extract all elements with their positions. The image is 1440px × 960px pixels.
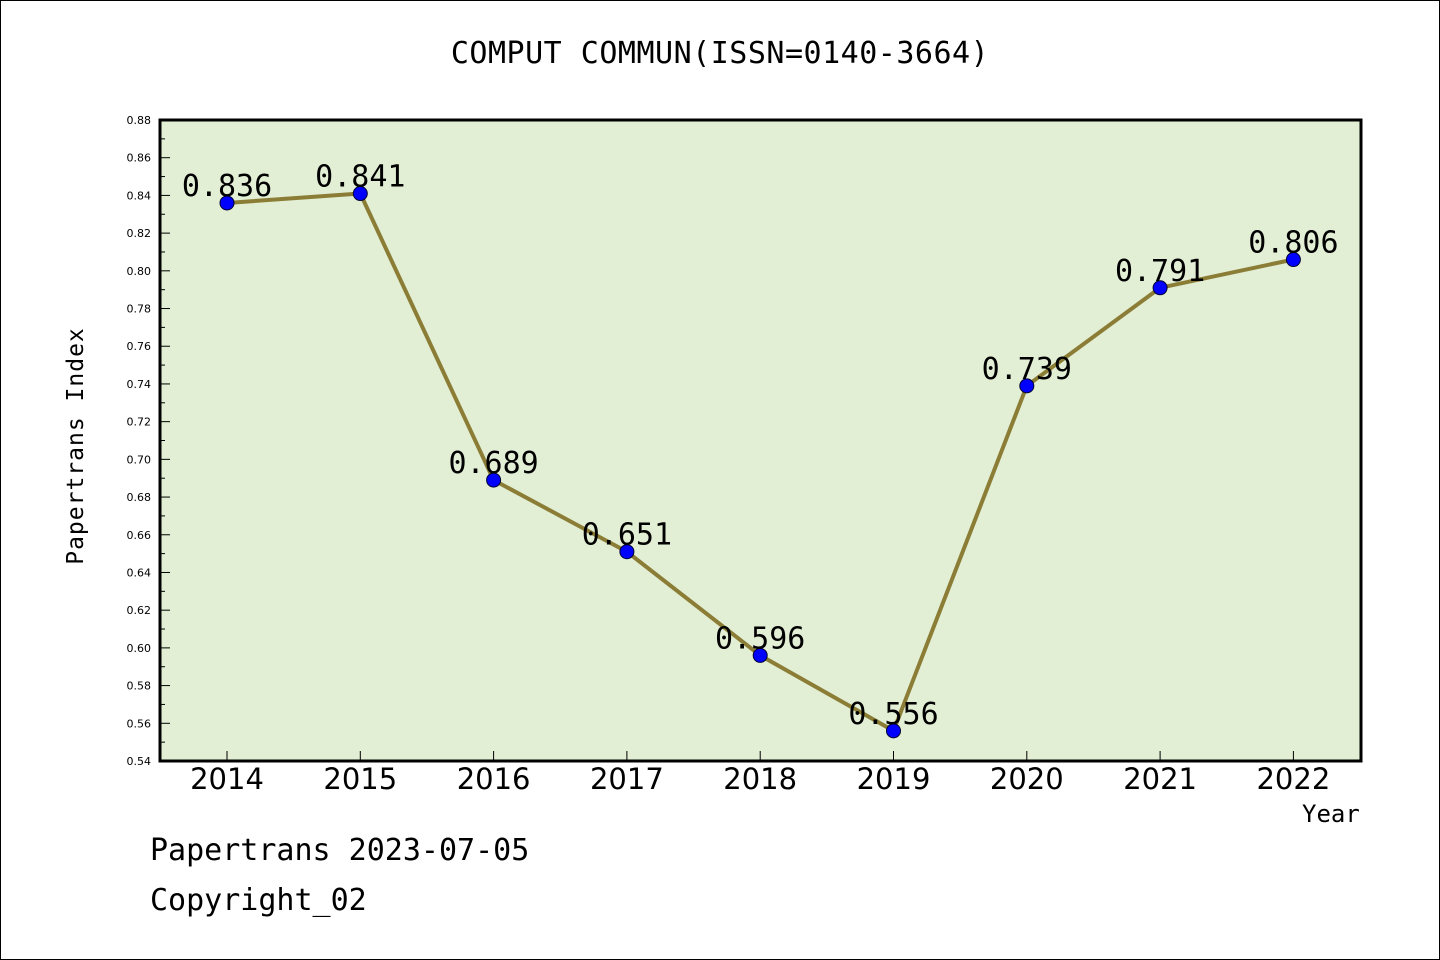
markers-group xyxy=(219,186,1301,739)
data-label: 0.689 xyxy=(448,446,538,481)
y-axis: 0.54 0.56 0.58 0.60 0.62 0.64 0.66 0.68 0.70 0.72… xyxy=(127,114,170,768)
x-tick-label: 2016 xyxy=(457,762,531,796)
y-tick-label: 0.58 xyxy=(127,680,152,693)
y-tick-label: 0.60 xyxy=(127,642,152,655)
y-tick-label: 0.64 xyxy=(127,566,152,579)
data-label: 0.596 xyxy=(715,621,805,656)
data-labels-group: 0.836 0.841 0.689 0.651 0.596 0.556 0.739 0.791… xyxy=(182,160,1339,732)
x-tick-label: 2017 xyxy=(590,762,664,796)
data-label: 0.556 xyxy=(848,697,938,732)
x-tick-label: 2020 xyxy=(990,762,1064,796)
data-point-marker xyxy=(352,186,368,202)
footer-copyright: Copyright_02 xyxy=(150,883,367,918)
y-tick-label: 0.66 xyxy=(127,529,152,542)
data-point-marker xyxy=(1152,280,1168,296)
y-tick-label: 0.88 xyxy=(127,114,152,127)
y-tick-label: 0.56 xyxy=(127,717,152,730)
y-tick-label: 0.76 xyxy=(127,340,152,353)
data-point-marker xyxy=(486,472,502,488)
x-tick-label: 2015 xyxy=(323,762,397,796)
data-point-marker xyxy=(1019,378,1035,394)
y-tick-label: 0.84 xyxy=(127,189,152,202)
y-tick-label: 0.54 xyxy=(127,755,152,768)
data-point-marker xyxy=(752,647,768,663)
x-tick-label: 2014 xyxy=(190,762,264,796)
data-point-marker xyxy=(1285,252,1301,268)
y-tick-label: 0.70 xyxy=(127,453,152,466)
plot-border xyxy=(158,118,1363,763)
plot-area xyxy=(160,120,1361,761)
x-tick-label: 2022 xyxy=(1256,762,1330,796)
y-tick-label: 0.62 xyxy=(127,604,152,617)
x-axis: 2014 2015 2016 2017 2018 2019 2020 2021 2022 xyxy=(190,751,1330,796)
data-point-marker xyxy=(886,723,901,739)
data-label: 0.739 xyxy=(982,352,1072,387)
footer-date: Papertrans 2023-07-05 xyxy=(150,833,530,868)
y-tick-label: 0.86 xyxy=(127,152,152,165)
data-label: 0.651 xyxy=(582,518,672,553)
data-point-marker xyxy=(219,195,235,211)
y-tick-label: 0.74 xyxy=(127,378,152,391)
x-tick-label: 2019 xyxy=(857,762,931,796)
chart-title: COMPUT COMMUN(ISSN=0140-3664) xyxy=(450,36,990,71)
y-tick-label: 0.80 xyxy=(127,265,152,278)
x-tick-label: 2021 xyxy=(1123,762,1197,796)
data-label: 0.806 xyxy=(1248,226,1338,261)
y-tick-label: 0.72 xyxy=(127,416,152,429)
data-point-marker xyxy=(619,544,635,560)
x-tick-label: 2018 xyxy=(723,762,797,796)
data-label: 0.841 xyxy=(315,160,405,195)
y-tick-label: 0.82 xyxy=(127,227,152,240)
y-tick-label: 0.68 xyxy=(127,491,152,504)
data-label: 0.791 xyxy=(1115,254,1205,289)
y-tick-label: 0.78 xyxy=(127,303,152,316)
data-label: 0.836 xyxy=(182,169,272,204)
x-axis-label: Year xyxy=(1302,800,1360,828)
